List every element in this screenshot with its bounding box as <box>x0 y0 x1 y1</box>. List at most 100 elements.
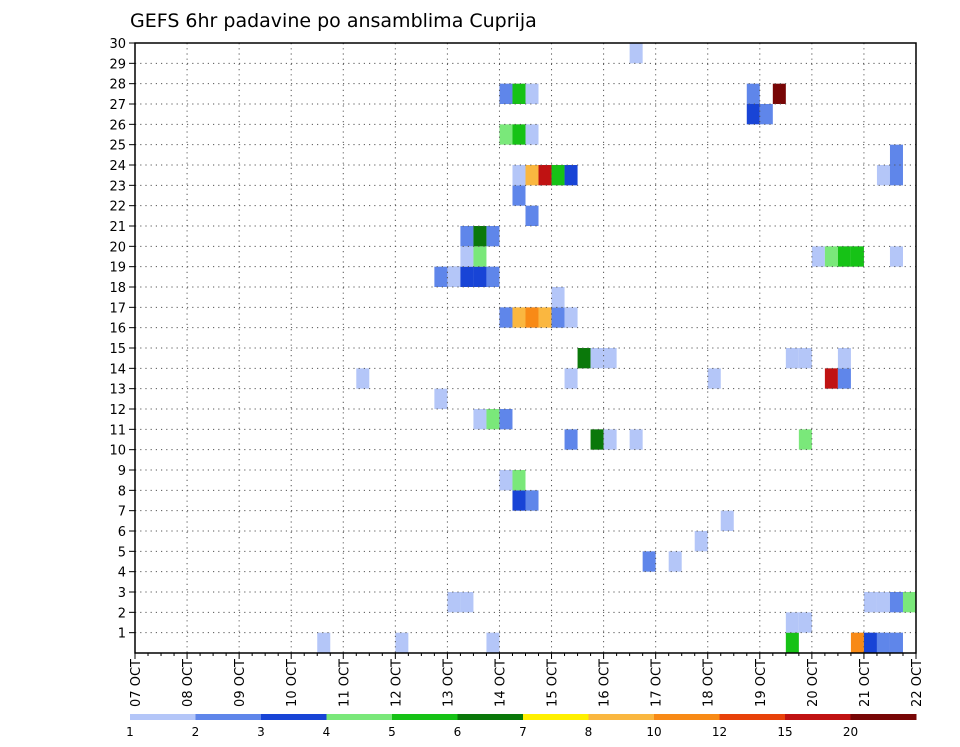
x-tick-label: 14 OCT <box>493 659 508 707</box>
x-tick-label: 13 OCT <box>441 659 456 707</box>
heatmap-cell <box>577 348 591 369</box>
heatmap-cell <box>512 470 526 491</box>
heatmap-cell <box>525 165 539 186</box>
y-tick-label: 17 <box>109 301 126 316</box>
heatmap-cell <box>512 124 526 145</box>
heatmap-cell <box>525 124 539 145</box>
y-tick-label: 9 <box>118 464 126 479</box>
heatmap-cell <box>707 368 721 389</box>
heatmap-cell <box>499 470 513 491</box>
heatmap-cell <box>863 632 877 653</box>
heatmap-cell <box>460 592 474 613</box>
colorbar-swatch <box>719 714 786 720</box>
x-tick-label: 16 OCT <box>598 659 613 707</box>
heatmap-cell <box>486 226 500 247</box>
y-tick-label: 27 <box>109 98 126 113</box>
colorbar-swatch <box>326 714 393 720</box>
heatmap-cell <box>590 429 604 450</box>
heatmap-cell <box>746 83 760 104</box>
heatmap-cell <box>499 124 513 145</box>
heatmap-cell <box>902 592 916 613</box>
heatmap-cell <box>746 104 760 125</box>
colorbar-swatch <box>457 714 524 720</box>
y-tick-label: 11 <box>109 423 126 438</box>
x-tick-label: 09 OCT <box>233 659 248 707</box>
y-tick-label: 15 <box>109 342 126 357</box>
colorbar-swatch <box>850 714 917 720</box>
y-tick-label: 8 <box>118 484 126 499</box>
colorbar-label: 4 <box>323 725 331 739</box>
heatmap-cell <box>850 632 864 653</box>
heatmap-cell <box>460 266 474 287</box>
x-tick-label: 21 OCT <box>858 659 873 707</box>
heatmap-cell <box>473 226 487 247</box>
y-tick-label: 30 <box>109 37 126 52</box>
y-tick-label: 19 <box>109 261 126 276</box>
heatmap-cell <box>473 266 487 287</box>
x-tick-label: 10 OCT <box>285 659 300 707</box>
colorbar-legend: 1 2 3 4 5 6 7 8 10 12 15 20 <box>126 714 917 739</box>
heatmap-cells <box>317 43 916 653</box>
heatmap-cell <box>785 348 799 369</box>
heatmap-cell <box>395 632 409 653</box>
y-tick-label: 26 <box>109 118 126 133</box>
heatmap-cell <box>473 409 487 430</box>
heatmap-cell <box>434 266 448 287</box>
heatmap-cell <box>317 632 331 653</box>
colorbar-swatch <box>588 714 655 720</box>
x-tick-label: 22 OCT <box>910 659 925 707</box>
colorbar-label: 1 <box>126 725 134 739</box>
heatmap-cell <box>798 429 812 450</box>
y-tick-label: 12 <box>109 403 126 418</box>
y-tick-label: 20 <box>109 240 126 255</box>
y-tick-label: 22 <box>109 200 126 215</box>
heatmap-cell <box>486 632 500 653</box>
colorbar-swatch <box>130 714 196 720</box>
heatmap-cell <box>525 307 539 328</box>
heatmap-cell <box>447 592 461 613</box>
heatmap-cell <box>837 348 851 369</box>
y-tick-label: 25 <box>109 139 126 154</box>
heatmap-cell <box>512 307 526 328</box>
heatmap-cell <box>551 165 565 186</box>
heatmap-cell <box>603 348 617 369</box>
heatmap-cell <box>889 632 903 653</box>
heatmap-cell <box>876 592 890 613</box>
heatmap-cell <box>837 246 851 267</box>
heatmap-cell <box>889 246 903 267</box>
heatmap-cell <box>837 368 851 389</box>
y-tick-label: 3 <box>118 586 126 601</box>
heatmap-cell <box>785 612 799 633</box>
heatmap-cell <box>447 266 461 287</box>
heatmap-cell <box>564 429 578 450</box>
heatmap-cell <box>772 83 786 104</box>
colorbar-swatch <box>523 714 589 720</box>
colorbar-label: 8 <box>585 725 593 739</box>
heatmap-cell <box>798 612 812 633</box>
y-tick-label: 29 <box>109 57 126 72</box>
x-tick-label: 18 OCT <box>702 659 717 707</box>
heatmap-cell <box>512 185 526 206</box>
y-tick-label: 5 <box>118 545 126 560</box>
heatmap-cell <box>798 348 812 369</box>
x-tick-label: 15 OCT <box>546 659 561 707</box>
heatmap-cell <box>811 246 825 267</box>
y-axis-member-ticks: 1234567891011121314151617181920212223242… <box>109 37 135 642</box>
heatmap-cell <box>525 205 539 226</box>
heatmap-cell <box>512 165 526 186</box>
heatmap-cell <box>551 287 565 308</box>
y-tick-label: 2 <box>118 606 126 621</box>
heatmap-cell <box>824 246 838 267</box>
heatmap-cell <box>434 388 448 409</box>
y-tick-label: 18 <box>109 281 126 296</box>
heatmap-cell <box>863 592 877 613</box>
colorbar-label: 5 <box>388 725 396 739</box>
heatmap-cell <box>642 551 656 572</box>
colorbar-label: 10 <box>646 725 661 739</box>
y-tick-label: 28 <box>109 78 126 93</box>
heatmap-cell <box>551 307 565 328</box>
y-tick-label: 7 <box>118 505 126 520</box>
heatmap-cell <box>629 43 643 64</box>
y-tick-label: 24 <box>109 159 126 174</box>
